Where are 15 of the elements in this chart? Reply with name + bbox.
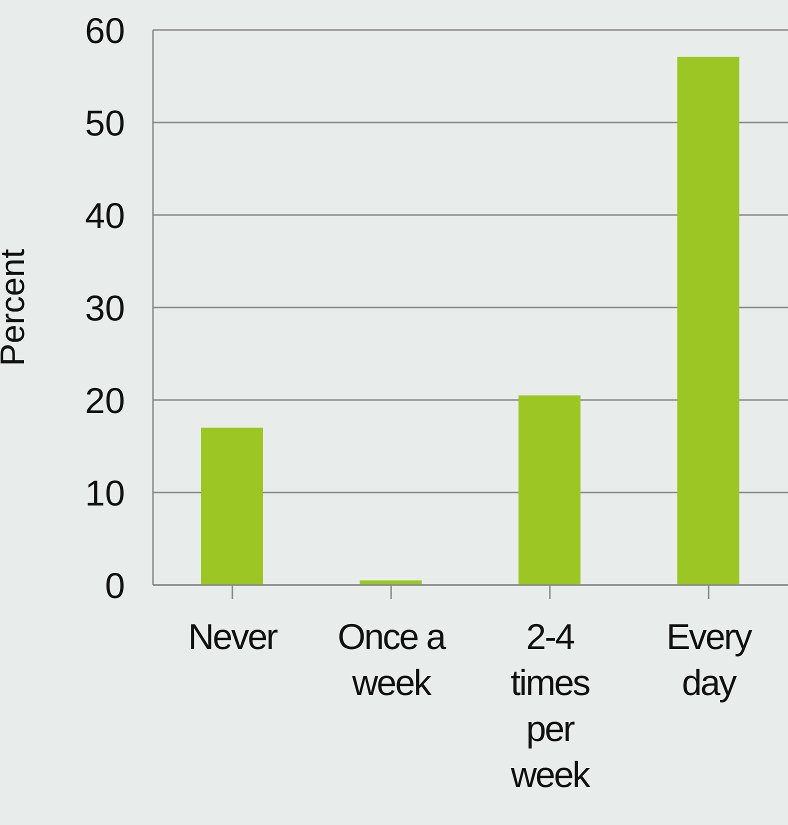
y-axis-title: Percent (0, 248, 32, 366)
y-tick-label: 20 (84, 380, 125, 421)
bar (201, 428, 263, 585)
y-tick-label: 0 (104, 564, 125, 606)
x-tick-label: Every day (666, 616, 752, 703)
x-tick-label: 2-4 times per week (510, 616, 592, 795)
y-tick-label: 40 (84, 194, 125, 236)
y-tick-label: 50 (84, 102, 125, 144)
y-tick-label: 30 (84, 287, 125, 328)
y-tick-label: 60 (84, 10, 125, 51)
x-tick-label: Once a week (338, 616, 448, 703)
bar (677, 56, 740, 585)
y-tick-label: 10 (84, 472, 125, 514)
bar (518, 395, 580, 585)
x-tick-label: Never (188, 616, 278, 657)
